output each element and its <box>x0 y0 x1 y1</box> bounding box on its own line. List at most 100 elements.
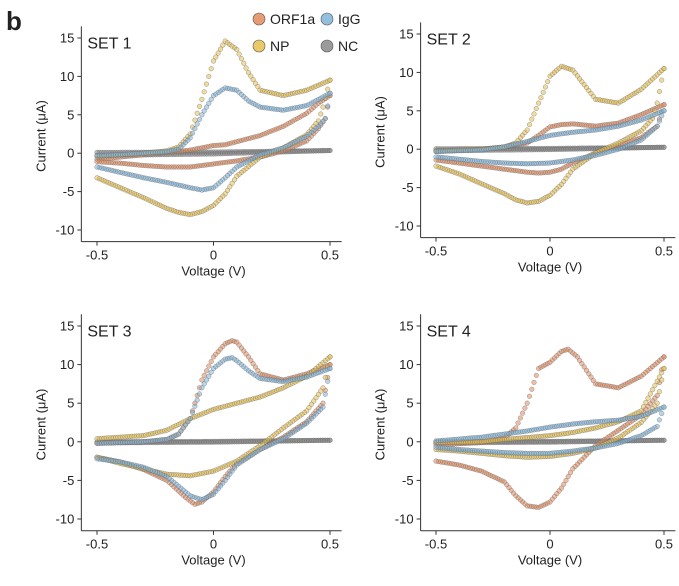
data-point-np <box>327 77 333 83</box>
data-point-orf1a <box>561 481 567 487</box>
data-point-orf1a <box>568 470 573 476</box>
data-point-np <box>654 378 660 384</box>
set-title: SET 1 <box>87 35 131 52</box>
y-axis-title: Current (μA) <box>373 96 388 168</box>
data-point-np <box>529 116 535 122</box>
data-point-np <box>659 377 665 383</box>
data-point-igg <box>197 391 202 397</box>
data-point-igg <box>325 103 331 109</box>
x-tick-label: 0.5 <box>655 537 673 552</box>
data-point-np <box>327 354 333 360</box>
data-point-orf1a <box>522 405 528 411</box>
data-point-np <box>661 66 667 72</box>
data-point-igg <box>656 417 662 423</box>
x-tick-label: -0.5 <box>425 537 447 552</box>
data-point-orf1a <box>527 393 532 399</box>
legend-swatch-igg <box>320 12 334 26</box>
legend-item-orf1a: ORF1a <box>252 11 315 27</box>
data-point-np <box>232 177 237 183</box>
x-tick-label: -0.5 <box>425 244 447 259</box>
x-tick-label: 0 <box>546 244 553 259</box>
legend-swatch-np <box>252 39 266 53</box>
data-point-orf1a <box>529 386 535 392</box>
data-point-igg <box>201 108 207 114</box>
data-point-np <box>241 60 247 66</box>
data-point-np <box>659 77 665 83</box>
data-point-orf1a <box>531 379 537 385</box>
data-point-igg <box>322 391 328 397</box>
data-point-np <box>255 84 261 90</box>
data-point-igg <box>659 411 665 416</box>
data-point-igg <box>94 164 100 170</box>
data-point-orf1a <box>563 477 569 483</box>
data-point-np <box>246 70 251 76</box>
data-point-igg <box>94 456 100 462</box>
y-tick-label: 15 <box>60 31 74 46</box>
data-point-igg <box>433 154 439 160</box>
data-point-np <box>524 127 530 133</box>
data-point-np <box>225 187 230 193</box>
y-tick-label: -5 <box>402 180 414 195</box>
data-point-orf1a <box>581 364 587 370</box>
data-point-orf1a <box>579 361 585 367</box>
data-point-np <box>250 77 256 83</box>
data-point-np <box>325 86 331 92</box>
data-point-igg <box>204 377 209 383</box>
data-point-np <box>654 100 660 106</box>
data-point-np <box>647 391 653 397</box>
data-point-np <box>229 180 235 186</box>
data-point-orf1a <box>517 415 523 421</box>
data-point-igg <box>208 96 214 102</box>
legend-item-nc: NC <box>320 38 358 54</box>
data-point-igg <box>661 108 667 114</box>
data-point-igg <box>661 404 667 410</box>
data-point-np <box>213 54 219 60</box>
data-point-np <box>322 375 328 380</box>
data-point-np <box>239 56 244 62</box>
data-point-np <box>234 173 240 179</box>
data-point-orf1a <box>515 420 521 426</box>
data-point-np <box>531 111 537 117</box>
y-tick-label: 0 <box>67 434 74 449</box>
data-point-np <box>641 404 646 410</box>
legend-swatch-nc <box>320 39 334 53</box>
data-point-orf1a <box>250 361 256 367</box>
data-point-orf1a <box>94 159 100 165</box>
data-point-igg <box>204 104 209 110</box>
set-title: SET 3 <box>87 323 131 340</box>
x-tick-label: 0.5 <box>321 248 339 263</box>
panel-set-4: -10 -5 0 5 10 15 -0.5 0 0.5 Voltage (V) Current (μ… <box>373 314 676 568</box>
x-tick-label: 0 <box>210 537 217 552</box>
data-point-np <box>645 395 651 401</box>
series-igg <box>94 85 333 193</box>
data-point-np <box>94 175 100 181</box>
y-tick-label: 0 <box>406 142 413 157</box>
data-point-igg <box>206 373 212 379</box>
y-tick-label: 10 <box>60 357 74 372</box>
data-point-igg <box>325 378 331 384</box>
y-tick-label: 5 <box>67 107 74 122</box>
data-point-igg <box>190 410 195 415</box>
data-point-igg <box>194 397 200 403</box>
x-tick-label: -0.5 <box>86 537 108 552</box>
x-tick-label: -0.5 <box>86 248 108 263</box>
data-point-orf1a <box>204 368 209 374</box>
data-point-np <box>197 103 202 109</box>
y-tick-label: 5 <box>67 396 74 411</box>
data-point-igg <box>433 444 439 450</box>
x-tick-label: 0 <box>546 537 553 552</box>
data-point-np <box>650 387 656 393</box>
panel-set-2: -10 -5 0 5 10 15 -0.5 0 0.5 Voltage (V) Current (μ… <box>373 22 676 275</box>
legend-label-nc: NC <box>338 38 358 54</box>
data-point-np <box>308 401 314 407</box>
set-title: SET 2 <box>427 31 471 48</box>
data-point-np <box>652 382 658 388</box>
data-point-orf1a <box>513 425 519 431</box>
x-axis-title: Voltage (V) <box>181 264 245 279</box>
x-axis-title: Voltage (V) <box>181 553 245 568</box>
data-point-orf1a <box>248 357 254 363</box>
series-igg <box>94 355 333 503</box>
data-point-igg <box>206 100 212 106</box>
data-point-orf1a <box>588 374 594 380</box>
data-point-np <box>252 80 258 86</box>
